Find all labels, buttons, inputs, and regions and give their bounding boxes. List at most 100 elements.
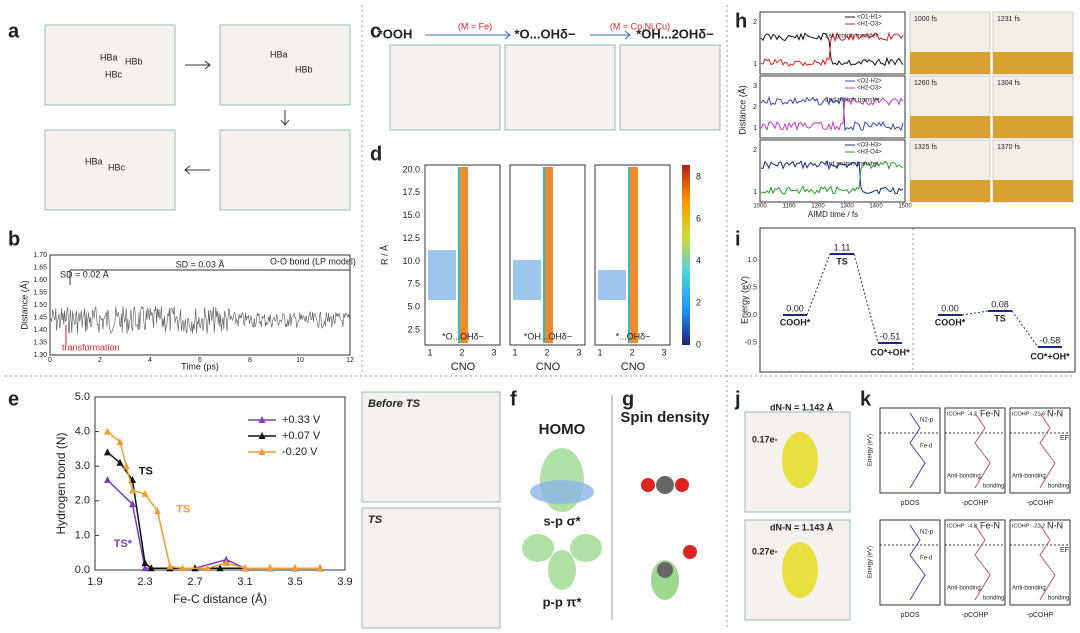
image-label: Before TS (368, 398, 421, 410)
x-tick-label: 1 (512, 347, 517, 357)
x-tick-label: 2 (544, 347, 549, 357)
structure-image (361, 507, 501, 629)
annotation: bonding (983, 596, 1004, 602)
annotation: 2nd proton transfer (825, 97, 881, 104)
orbital (530, 480, 594, 504)
y-tick-label: 1.0 (747, 257, 757, 264)
y-tick-label: -0.5 (745, 339, 757, 346)
marker (141, 564, 149, 572)
y-tick-label: 3.0 (75, 460, 90, 472)
colorbar-label: 2 (696, 297, 701, 307)
y-tick-label: 1.65 (33, 264, 47, 271)
marker (222, 559, 230, 567)
panel-label: c (370, 20, 381, 42)
y-tick-label: 1 (753, 61, 757, 68)
energy-value: -0.58 (1040, 335, 1061, 345)
legend-label: <H2-O3> (857, 86, 882, 92)
marker (147, 564, 155, 572)
subplot-label: *...OHδ− (616, 331, 651, 341)
x-tick-label: 10 (296, 357, 304, 364)
panel-label: h (735, 10, 747, 32)
trace (760, 160, 904, 196)
slab (993, 180, 1073, 202)
energy-value: 0.00 (786, 303, 804, 313)
subplot-label: *OH...OHδ− (524, 331, 572, 341)
slab (910, 116, 990, 138)
state-label: *OOH (378, 26, 413, 41)
snapshot-label: 1325 fs (914, 144, 937, 151)
trace (760, 32, 904, 67)
axis-label: R / Å (379, 245, 389, 265)
annotation: EF (1060, 547, 1069, 554)
axis-label: Distance (Å) (737, 85, 747, 135)
plot-frame (944, 407, 1006, 494)
annotation: ICOHP: -4.2 (947, 411, 977, 417)
legend-marker (258, 448, 266, 455)
x-tick-label: 2.3 (137, 576, 152, 588)
y-tick-label: 1 (753, 189, 757, 196)
panel-label: a (8, 20, 20, 42)
legend-label: -0.20 V (282, 446, 318, 458)
y-tick-label: 2 (753, 147, 757, 154)
annotation: TS* (114, 538, 133, 550)
y-tick-label: 1.0 (75, 529, 90, 541)
marker (166, 562, 174, 570)
x-tick-label: 1.9 (87, 576, 102, 588)
panel-b: Distance (Å) Time (ps) SD = 0.02 Å SD = … (19, 252, 356, 372)
panel-label: g (622, 388, 634, 410)
axis-label: -pCOHP (962, 500, 989, 507)
axis-label: -pCOHP (1027, 612, 1054, 619)
x-tick-label: 1400 (869, 204, 883, 210)
axis-label: Energy (eV) (868, 546, 874, 578)
marker (104, 427, 111, 435)
structure-image (219, 24, 351, 106)
structure-image (504, 44, 616, 131)
x-tick-label: 3 (576, 347, 581, 357)
y-tick-label: 3 (753, 83, 757, 90)
x-tick-label: 6 (198, 357, 202, 364)
energy-value: 1.11 (834, 242, 851, 252)
y-tick-label: 2 (753, 104, 757, 111)
y-tick-label: 1.50 (33, 302, 47, 309)
x-tick-label: 4 (148, 357, 152, 364)
hb-label: HBc (108, 162, 126, 172)
colorbar-label: 0 (696, 339, 701, 349)
plot-frame (879, 519, 941, 606)
axis-label: Fe-C distance (Å) (173, 591, 267, 606)
panel-h: Distance (Å) AIMD time / fs 2 1 <O1-H1><H1… (737, 11, 1074, 219)
y-tick-label: 0.0 (747, 312, 757, 319)
x-tick-label: 1200 (811, 204, 825, 210)
panel-label: d (370, 143, 382, 165)
panel-header: Fe-N (980, 408, 1000, 418)
annotation: N2-p (920, 418, 934, 424)
panel-fg: HOMO Spin density s-p σ* p-p π* (522, 395, 710, 620)
marker (104, 476, 111, 484)
marker (129, 486, 136, 494)
x-tick-label: 3 (661, 347, 666, 357)
structure-image (361, 391, 501, 503)
legend-label: <H3-O4> (857, 150, 882, 156)
state-label: *O...OHδ− (515, 26, 576, 41)
plot-frame (759, 139, 906, 203)
legend: O-O bond (LP model) (270, 256, 356, 266)
trace (760, 31, 904, 67)
energy-value: 0.00 (941, 303, 959, 313)
axis-label: pDOS (900, 500, 919, 507)
x-tick-label: 2 (98, 357, 102, 364)
atom (675, 478, 689, 492)
annotation: dN-N = 1.143 Å (770, 522, 834, 532)
y-tick-label: 0.5 (747, 284, 757, 291)
signal-trace (49, 305, 350, 334)
marker (122, 462, 130, 470)
annotation: N2-p (920, 530, 934, 536)
charge-density (782, 432, 818, 488)
y-tick-label: 1.35 (33, 339, 47, 346)
y-tick-label: 7.5 (407, 279, 420, 289)
subplot-label: *O...OHδ− (442, 331, 484, 341)
panel-k: Energy (eV) pDOS N2-p Fe-d -pCOHP ICOHP: -4.2… (868, 407, 1071, 619)
heading: Spin density (620, 409, 710, 426)
dos-curve (974, 412, 991, 489)
annotation: bonding (1048, 596, 1069, 602)
axis-label: CNO (621, 361, 646, 373)
hb-label: HBc (105, 69, 123, 79)
